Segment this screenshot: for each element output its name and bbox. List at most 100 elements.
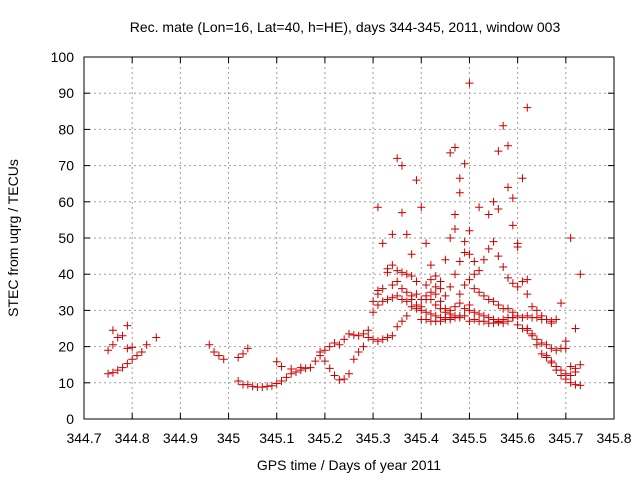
data-point-marker	[460, 159, 469, 168]
data-point-marker	[537, 338, 546, 347]
data-point-marker	[402, 297, 411, 306]
y-tick-label: 20	[58, 339, 74, 355]
data-point-marker	[388, 293, 397, 302]
data-point-marker	[504, 183, 512, 192]
data-point-marker	[455, 174, 464, 183]
data-point-marker	[369, 308, 378, 317]
data-point-marker	[272, 379, 281, 388]
data-point-marker	[412, 290, 421, 299]
data-point-marker	[504, 304, 512, 313]
data-point-marker	[412, 277, 421, 286]
data-point-marker	[417, 203, 426, 212]
data-point-marker	[446, 148, 455, 157]
data-point-marker	[296, 363, 305, 372]
data-point-marker	[460, 237, 469, 246]
data-point-marker	[113, 366, 122, 375]
data-point-marker	[504, 141, 512, 150]
data-points	[104, 79, 585, 392]
data-point-marker	[460, 248, 469, 257]
data-point-marker	[349, 355, 358, 364]
data-point-marker	[378, 297, 387, 306]
y-tick-label: 50	[58, 230, 74, 246]
data-point-marker	[369, 335, 378, 344]
data-point-marker	[383, 295, 392, 304]
y-tick-label: 70	[58, 158, 74, 174]
data-point-marker	[542, 351, 551, 360]
x-tick-label: 345.8	[596, 430, 631, 446]
x-tick-label: 344.8	[115, 430, 150, 446]
data-point-marker	[499, 315, 508, 324]
data-point-marker	[287, 365, 296, 374]
data-point-marker	[243, 380, 252, 389]
data-point-marker	[426, 275, 435, 284]
data-point-marker	[417, 306, 426, 315]
data-point-marker	[479, 291, 488, 300]
data-point-marker	[455, 290, 464, 299]
data-point-marker	[263, 382, 272, 391]
data-point-marker	[557, 371, 565, 380]
data-point-marker	[383, 333, 392, 342]
data-point-marker	[523, 311, 532, 320]
data-point-marker	[118, 331, 127, 340]
data-point-marker	[398, 284, 406, 293]
data-point-marker	[349, 331, 358, 340]
data-point-marker	[248, 382, 257, 391]
data-point-marker	[267, 381, 276, 390]
data-point-marker	[455, 188, 464, 197]
data-point-marker	[306, 363, 315, 372]
data-point-marker	[234, 353, 243, 362]
data-point-marker	[542, 315, 551, 324]
x-tick-label: 345.5	[452, 430, 487, 446]
data-point-marker	[373, 337, 382, 346]
data-point-marker	[465, 250, 474, 259]
data-point-marker	[108, 340, 117, 349]
data-point-marker	[557, 299, 565, 308]
data-point-marker	[123, 344, 132, 353]
data-point-marker	[426, 288, 435, 297]
data-point-marker	[470, 270, 479, 279]
data-point-marker	[561, 337, 570, 346]
y-tick-label: 60	[58, 194, 74, 210]
data-point-marker	[499, 262, 508, 271]
data-point-marker	[128, 355, 137, 364]
x-tick-label: 345.4	[404, 430, 439, 446]
data-point-marker	[494, 300, 503, 309]
data-point-marker	[277, 376, 286, 385]
data-point-marker	[422, 239, 431, 248]
data-point-marker	[508, 221, 517, 230]
data-point-marker	[446, 282, 455, 291]
data-point-marker	[566, 371, 575, 380]
data-point-marker	[316, 348, 325, 357]
plot-frame	[83, 56, 615, 420]
data-point-marker	[282, 373, 291, 382]
data-point-marker	[364, 333, 373, 342]
data-point-marker	[446, 234, 455, 242]
data-point-marker	[561, 375, 570, 384]
data-point-marker	[446, 315, 455, 324]
data-point-marker	[489, 297, 498, 306]
data-point-marker	[441, 291, 450, 300]
data-point-marker	[359, 329, 368, 338]
data-point-marker	[330, 338, 339, 347]
data-point-marker	[422, 281, 431, 290]
y-tick-labels: 0 10 20 30 40 50 60 70 80 90 100	[51, 49, 75, 427]
data-point-marker	[475, 266, 484, 275]
x-tick-label: 345.7	[548, 430, 583, 446]
data-point-marker	[393, 322, 402, 331]
data-point-marker	[446, 306, 455, 315]
y-tick-label: 100	[51, 49, 75, 65]
data-point-marker	[369, 297, 378, 306]
data-point-marker	[407, 302, 416, 311]
y-tick-label: 40	[58, 266, 74, 282]
data-point-marker	[576, 381, 585, 390]
data-point-marker	[465, 79, 474, 88]
data-point-marker	[426, 261, 435, 270]
data-point-marker	[354, 331, 363, 340]
data-point-marker	[489, 237, 498, 246]
data-point-marker	[398, 295, 406, 304]
data-point-marker	[532, 306, 541, 315]
data-point-marker	[320, 357, 329, 366]
data-point-marker	[417, 295, 426, 304]
data-point-marker	[489, 319, 498, 328]
x-tick-label: 344.7	[66, 430, 101, 446]
